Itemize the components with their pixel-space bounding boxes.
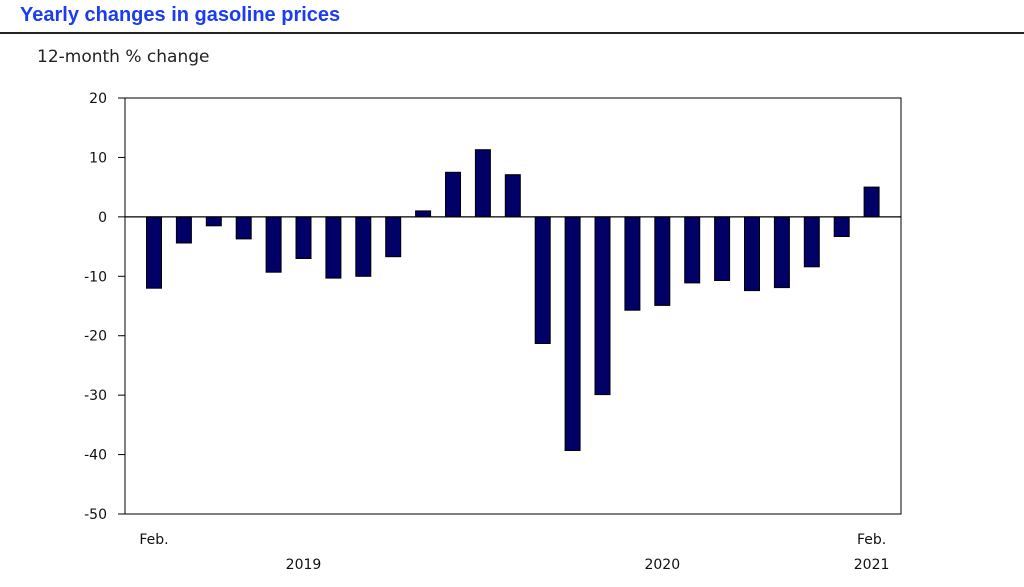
x-year-label: 2019 [286,557,322,573]
bar: Nov. 2019: 1 [415,210,432,218]
bar: Sep. 2019: -10 [355,216,372,277]
bar: Apr. 2019: -1.5 [205,216,222,227]
bar: Jan. 2020: 11.3 [474,149,491,218]
bar: Aug. 2019: -10.3 [325,216,342,279]
y-tick-label: -40 [84,448,107,464]
bar: Mar. 2019: -4.4 [175,216,192,244]
bar: Jul. 2019: -7 [295,216,312,259]
plot-frame [124,97,902,515]
chart-title: Yearly changes in gasoline prices [20,4,341,26]
y-tick-label: -30 [84,388,107,404]
y-tick-label: 10 [89,150,107,166]
bar: Dec. 2020: -8.4 [803,216,820,268]
title-divider [0,32,1024,34]
bar: Dec. 2019: 7.5 [445,171,461,218]
x-year-label: 2021 [854,557,890,573]
bar: Oct. 2019: -6.7 [385,216,402,258]
bar: Oct. 2020: -12.4 [744,216,760,292]
x-year-label: 2020 [644,557,680,573]
bar: Feb. 2019: -12 [146,216,162,289]
x-tick-label: Feb. [857,532,886,548]
bar: Aug. 2020: -11.1 [684,216,701,284]
y-tick-label: 20 [89,91,107,107]
bar: Jul. 2020: -14.9 [654,216,671,306]
y-tick-label: -50 [84,507,107,523]
y-axis-label: 12-month % change [37,47,210,67]
bar: Nov. 2020: -11.9 [773,216,790,289]
y-tick-label: 0 [98,210,107,226]
bar: Sep. 2020: -10.7 [714,216,731,281]
bar: May 2020: -29.9 [594,216,611,396]
bar: May 2019: -3.7 [235,216,252,240]
bar: Apr. 2020: -39.3 [564,216,581,451]
x-tick-label: Feb. [139,532,168,548]
bar: Feb. 2021: 5 [863,186,880,218]
bar: Feb. 2020: 7.1 [504,174,521,218]
y-tick-label: -20 [84,329,107,345]
y-tick-label: -10 [84,269,107,285]
bar: Jan. 2021: -3.3 [833,216,850,237]
bar: Jun. 2020: -15.7 [624,216,641,311]
bar: Mar. 2020: -21.3 [534,216,551,344]
bar: Jun. 2019: -9.3 [265,216,282,273]
